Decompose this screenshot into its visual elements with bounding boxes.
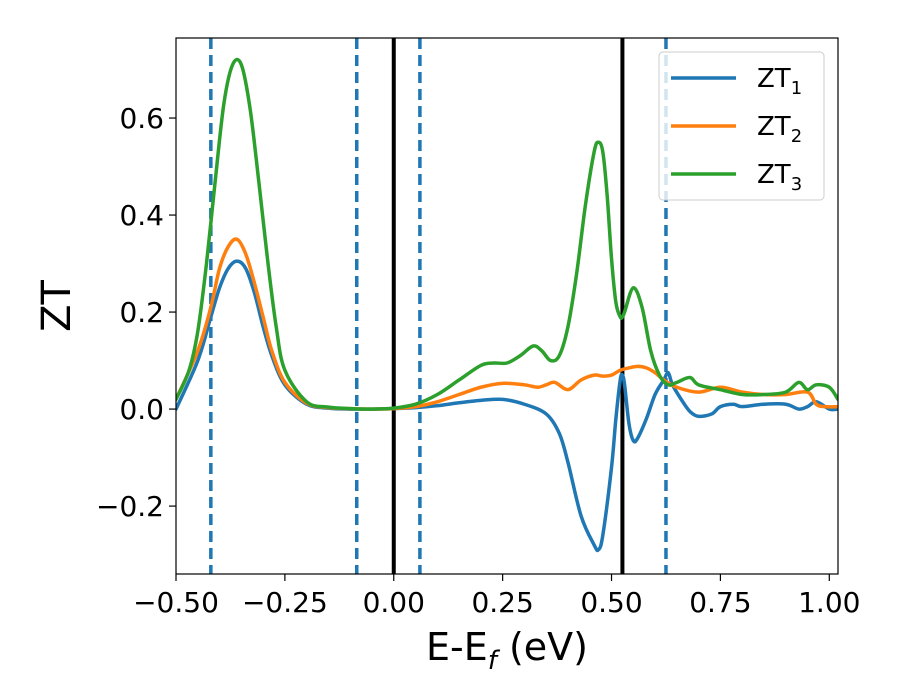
series-layer — [176, 57, 838, 553]
x-tick-label: 0.25 — [471, 586, 533, 619]
x-tick-label: 1.00 — [798, 586, 860, 619]
series-line-zt1 — [176, 259, 838, 553]
x-tick-label: 0.00 — [363, 586, 425, 619]
x-axis-title-unit: (eV) — [497, 625, 588, 669]
x-tick-label: −0.25 — [242, 586, 328, 619]
y-axis-title: ZT — [34, 280, 80, 332]
x-axis: −0.50 −0.25 0.00 0.25 0.50 0.75 1.00 — [133, 574, 860, 619]
series-line-zt2 — [176, 237, 838, 411]
legend-box — [658, 51, 825, 201]
y-tick-label: 0.6 — [119, 102, 164, 135]
x-tick-label: 0.50 — [580, 586, 642, 619]
legend: ZT1 ZT2 ZT3 — [658, 51, 825, 201]
x-axis-title: E-Ef (eV) — [426, 625, 588, 676]
plot-frame — [175, 37, 839, 575]
y-axis: −0.2 0.0 0.2 0.4 0.6 — [96, 102, 176, 523]
legend-label-zt3: ZT3 — [757, 160, 802, 195]
y-tick-label: 0.4 — [119, 199, 164, 232]
x-tick-label: 0.75 — [689, 586, 751, 619]
y-tick-label: 0.2 — [119, 296, 164, 329]
series-line-zt3 — [176, 57, 838, 411]
reference-lines — [209, 38, 668, 574]
y-tick-label: −0.2 — [96, 490, 164, 523]
legend-label-zt1: ZT1 — [757, 64, 802, 99]
x-axis-title-main: E-E — [426, 625, 488, 669]
legend-label-zt2: ZT2 — [757, 112, 802, 147]
x-tick-label: −0.50 — [133, 586, 219, 619]
y-tick-label: 0.0 — [119, 393, 164, 426]
